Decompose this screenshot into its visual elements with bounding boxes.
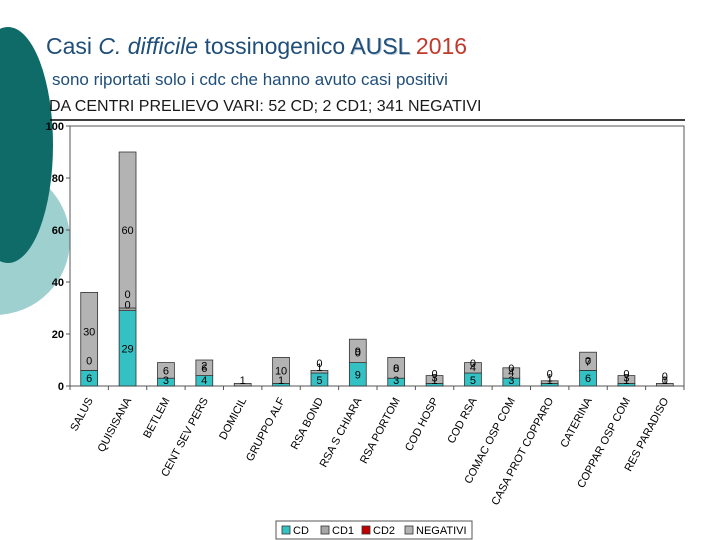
bar-segment-negativi xyxy=(464,362,482,374)
data-label: 0 xyxy=(508,363,514,375)
x-category-label: SALUS xyxy=(68,396,96,433)
bar-segment-negativi xyxy=(502,367,521,379)
x-category-label: DOMICIL xyxy=(217,396,249,442)
x-category-label: COD HOSP xyxy=(403,396,441,453)
data-label: 9 xyxy=(355,346,361,358)
chart-bars xyxy=(80,151,674,387)
x-category-label: GRUPPO ALF xyxy=(244,396,288,464)
data-label: 1 xyxy=(316,362,322,374)
data-label: 4 xyxy=(470,362,476,374)
data-label: 1 xyxy=(662,375,668,387)
data-label: 6 xyxy=(163,365,169,377)
chart-legend: CD CD1 CD2 NEGATIVI xyxy=(275,520,473,540)
x-category-label: CATERINA xyxy=(558,395,595,450)
data-label: 1 xyxy=(240,375,246,387)
legend-label: NEGATIVI xyxy=(416,525,467,537)
legend-label: CD2 xyxy=(373,525,395,537)
data-label: 3 xyxy=(163,375,169,387)
page-title: Casi C. difficile tossinogenico AUSL 201… xyxy=(46,33,468,59)
bar-segment-negativi xyxy=(655,382,674,387)
data-label: 4 xyxy=(508,367,514,379)
data-label: 6 xyxy=(86,373,92,385)
legend-label: CD1 xyxy=(332,525,354,537)
data-label: 1 xyxy=(623,375,629,387)
data-label: 3 xyxy=(508,375,514,387)
bar-segment-negativi xyxy=(617,375,636,384)
data-label: 1 xyxy=(278,375,284,387)
data-label: 10 xyxy=(275,365,287,377)
y-tick-label: 40 xyxy=(52,277,64,289)
data-label: 9 xyxy=(355,369,361,381)
x-category-label: RSA S CHIARA xyxy=(318,395,365,469)
data-label: 0 xyxy=(125,300,131,312)
x-category-label: COD RSA xyxy=(445,395,479,445)
legend-swatch-cd xyxy=(281,525,291,535)
plot-area xyxy=(69,125,685,387)
y-tick-label: 0 xyxy=(58,381,64,393)
data-label: 3 xyxy=(432,372,438,384)
data-label: 29 xyxy=(121,343,133,355)
y-tick-label: 20 xyxy=(52,329,64,341)
bar-segment-negativi xyxy=(157,362,175,379)
data-label: 0 xyxy=(86,355,92,367)
legend-box xyxy=(275,520,473,540)
bar-segment-negativi xyxy=(348,338,367,364)
data-label: 0 xyxy=(470,358,476,370)
x-category-label: BETLEM xyxy=(141,396,172,440)
data-label: 8 xyxy=(393,363,399,375)
y-tick-label: 80 xyxy=(52,173,64,185)
data-label: 5 xyxy=(470,375,476,387)
data-label: 0 xyxy=(585,355,591,367)
data-label: 6 xyxy=(585,373,591,385)
legend-swatch-cd1 xyxy=(320,525,330,535)
bar-segment-negativi xyxy=(579,351,597,371)
legend-swatch-negativi xyxy=(404,525,414,535)
page-subtitle: sono riportati solo i cdc che hanno avut… xyxy=(52,70,448,89)
y-tick-label: 100 xyxy=(46,121,64,133)
data-label: 1 xyxy=(547,375,553,387)
data-label: 0 xyxy=(662,375,668,387)
data-label: 1 xyxy=(432,375,438,387)
bar-segment-negativi xyxy=(195,359,214,377)
bar-segment-negativi xyxy=(118,151,137,309)
data-label: 0 xyxy=(432,368,438,380)
data-label: 1 xyxy=(547,372,553,384)
data-label: 3 xyxy=(623,372,629,384)
sampling-note: DA CENTRI PRELIEVO VARI: 52 CD; 2 CD1; 3… xyxy=(49,98,482,115)
bar-segment-negativi xyxy=(310,369,329,374)
bar-segment-negativi xyxy=(233,382,252,387)
data-label: 0 xyxy=(393,363,399,375)
legend-label: CD xyxy=(293,525,309,537)
data-label: 4 xyxy=(201,375,207,387)
decor-circle-dark xyxy=(0,27,53,263)
data-label: 0 xyxy=(623,368,629,380)
data-label: 0 xyxy=(662,371,668,383)
bar-segment-negativi xyxy=(425,375,444,384)
data-label: 0 xyxy=(355,348,361,360)
data-label: 0 xyxy=(316,358,322,370)
data-label: 7 xyxy=(585,356,591,368)
data-label: 60 xyxy=(121,225,133,237)
data-label: 0 xyxy=(547,368,553,380)
x-category-label: RSA PORTOM xyxy=(358,396,403,466)
data-label: 2 xyxy=(201,361,207,373)
bar-segment-negativi xyxy=(272,356,290,384)
data-label: 30 xyxy=(83,326,95,338)
x-category-label: QUISISANA xyxy=(95,395,134,454)
legend-swatch-cd2 xyxy=(361,525,371,535)
bar-segment-negativi xyxy=(540,380,559,384)
x-category-label: RSA BOND xyxy=(289,396,326,452)
data-label: 6 xyxy=(201,363,207,375)
data-label: 5 xyxy=(316,375,322,387)
data-label: 3 xyxy=(393,375,399,387)
bar-segment-negativi xyxy=(387,356,406,379)
bar-segment-negativi xyxy=(80,291,99,371)
data-label: 0 xyxy=(125,289,131,301)
y-tick-label: 60 xyxy=(52,225,64,237)
